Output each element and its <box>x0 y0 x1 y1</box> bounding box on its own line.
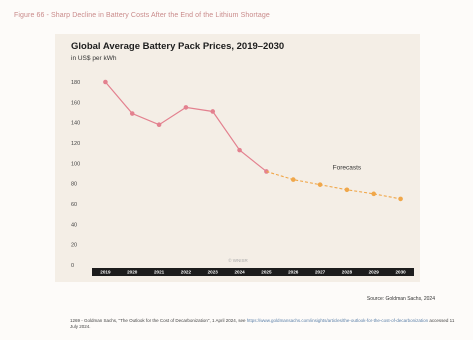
footnote: 1269 - Goldman Sachs, "The Outlook for t… <box>70 318 460 330</box>
chart-card <box>55 34 420 282</box>
x-tick-label: 2030 <box>395 270 406 275</box>
x-tick-label: 2029 <box>369 270 380 275</box>
forecast-point <box>344 187 350 193</box>
forecast-point <box>317 182 323 187</box>
y-tick-label: 60 <box>71 202 77 208</box>
footnote-tail: accessed 11 July 2024. <box>70 318 455 330</box>
x-tick-label: 2022 <box>181 270 192 275</box>
y-tick-label: 40 <box>71 222 77 228</box>
y-tick-label: 100 <box>71 161 80 167</box>
forecast-annotation: Forecasts <box>333 164 362 171</box>
forecast-point <box>371 191 377 197</box>
x-tick-label: 2020 <box>127 270 138 275</box>
series-line-actual <box>104 81 267 172</box>
x-tick-label: 2024 <box>234 270 245 275</box>
x-tick-label: 2019 <box>100 270 111 275</box>
actual-point <box>210 109 216 114</box>
y-tick-label: 180 <box>71 80 80 86</box>
y-tick-label: 140 <box>71 121 80 127</box>
x-tick-label: 2025 <box>261 270 272 275</box>
forecast-point <box>290 177 296 182</box>
y-axis-ticks: 0 20 40 60 80 100 120 140 160 180 <box>71 80 80 269</box>
actual-point <box>156 122 162 127</box>
y-tick-label: 20 <box>71 243 77 249</box>
x-tick-label: 2026 <box>288 270 299 275</box>
source-note: Source: Goldman Sachs, 2024 <box>366 296 435 302</box>
y-axis-unit-label: in US$ per kWh <box>71 55 117 62</box>
x-axis-bar <box>92 268 414 276</box>
chart-title: Global Average Battery Pack Prices, 2019… <box>71 41 285 52</box>
y-tick-label: 160 <box>71 100 80 106</box>
y-tick-label: 0 <box>71 263 74 269</box>
x-axis: 2019 2020 2021 2022 2023 2024 2025 2026 2027 2028… <box>92 257 414 276</box>
series-line-forecast <box>266 170 401 200</box>
forecast-point <box>398 196 403 202</box>
footnote-link[interactable]: https://www.goldmansachs.com/insights/ar… <box>246 318 429 323</box>
x-tick-label: 2028 <box>342 270 353 275</box>
annotation-layer: Forecasts <box>333 164 362 171</box>
x-tick-label: 2027 <box>315 270 326 275</box>
actual-point <box>129 111 135 116</box>
actual-point <box>183 105 189 110</box>
series-layer <box>103 79 403 202</box>
footnote-text: 1269 - Goldman Sachs, "The Outlook for t… <box>70 318 247 323</box>
x-tick-label: 2023 <box>208 270 219 275</box>
watermark: © WNISR <box>228 257 248 263</box>
figure-caption: Figure 66 - Sharp Decline in Battery Cos… <box>14 12 270 19</box>
actual-point <box>103 79 108 85</box>
actual-point <box>237 147 242 153</box>
y-tick-label: 120 <box>71 141 80 147</box>
x-tick-label: 2021 <box>154 270 165 275</box>
y-tick-label: 80 <box>71 182 77 188</box>
